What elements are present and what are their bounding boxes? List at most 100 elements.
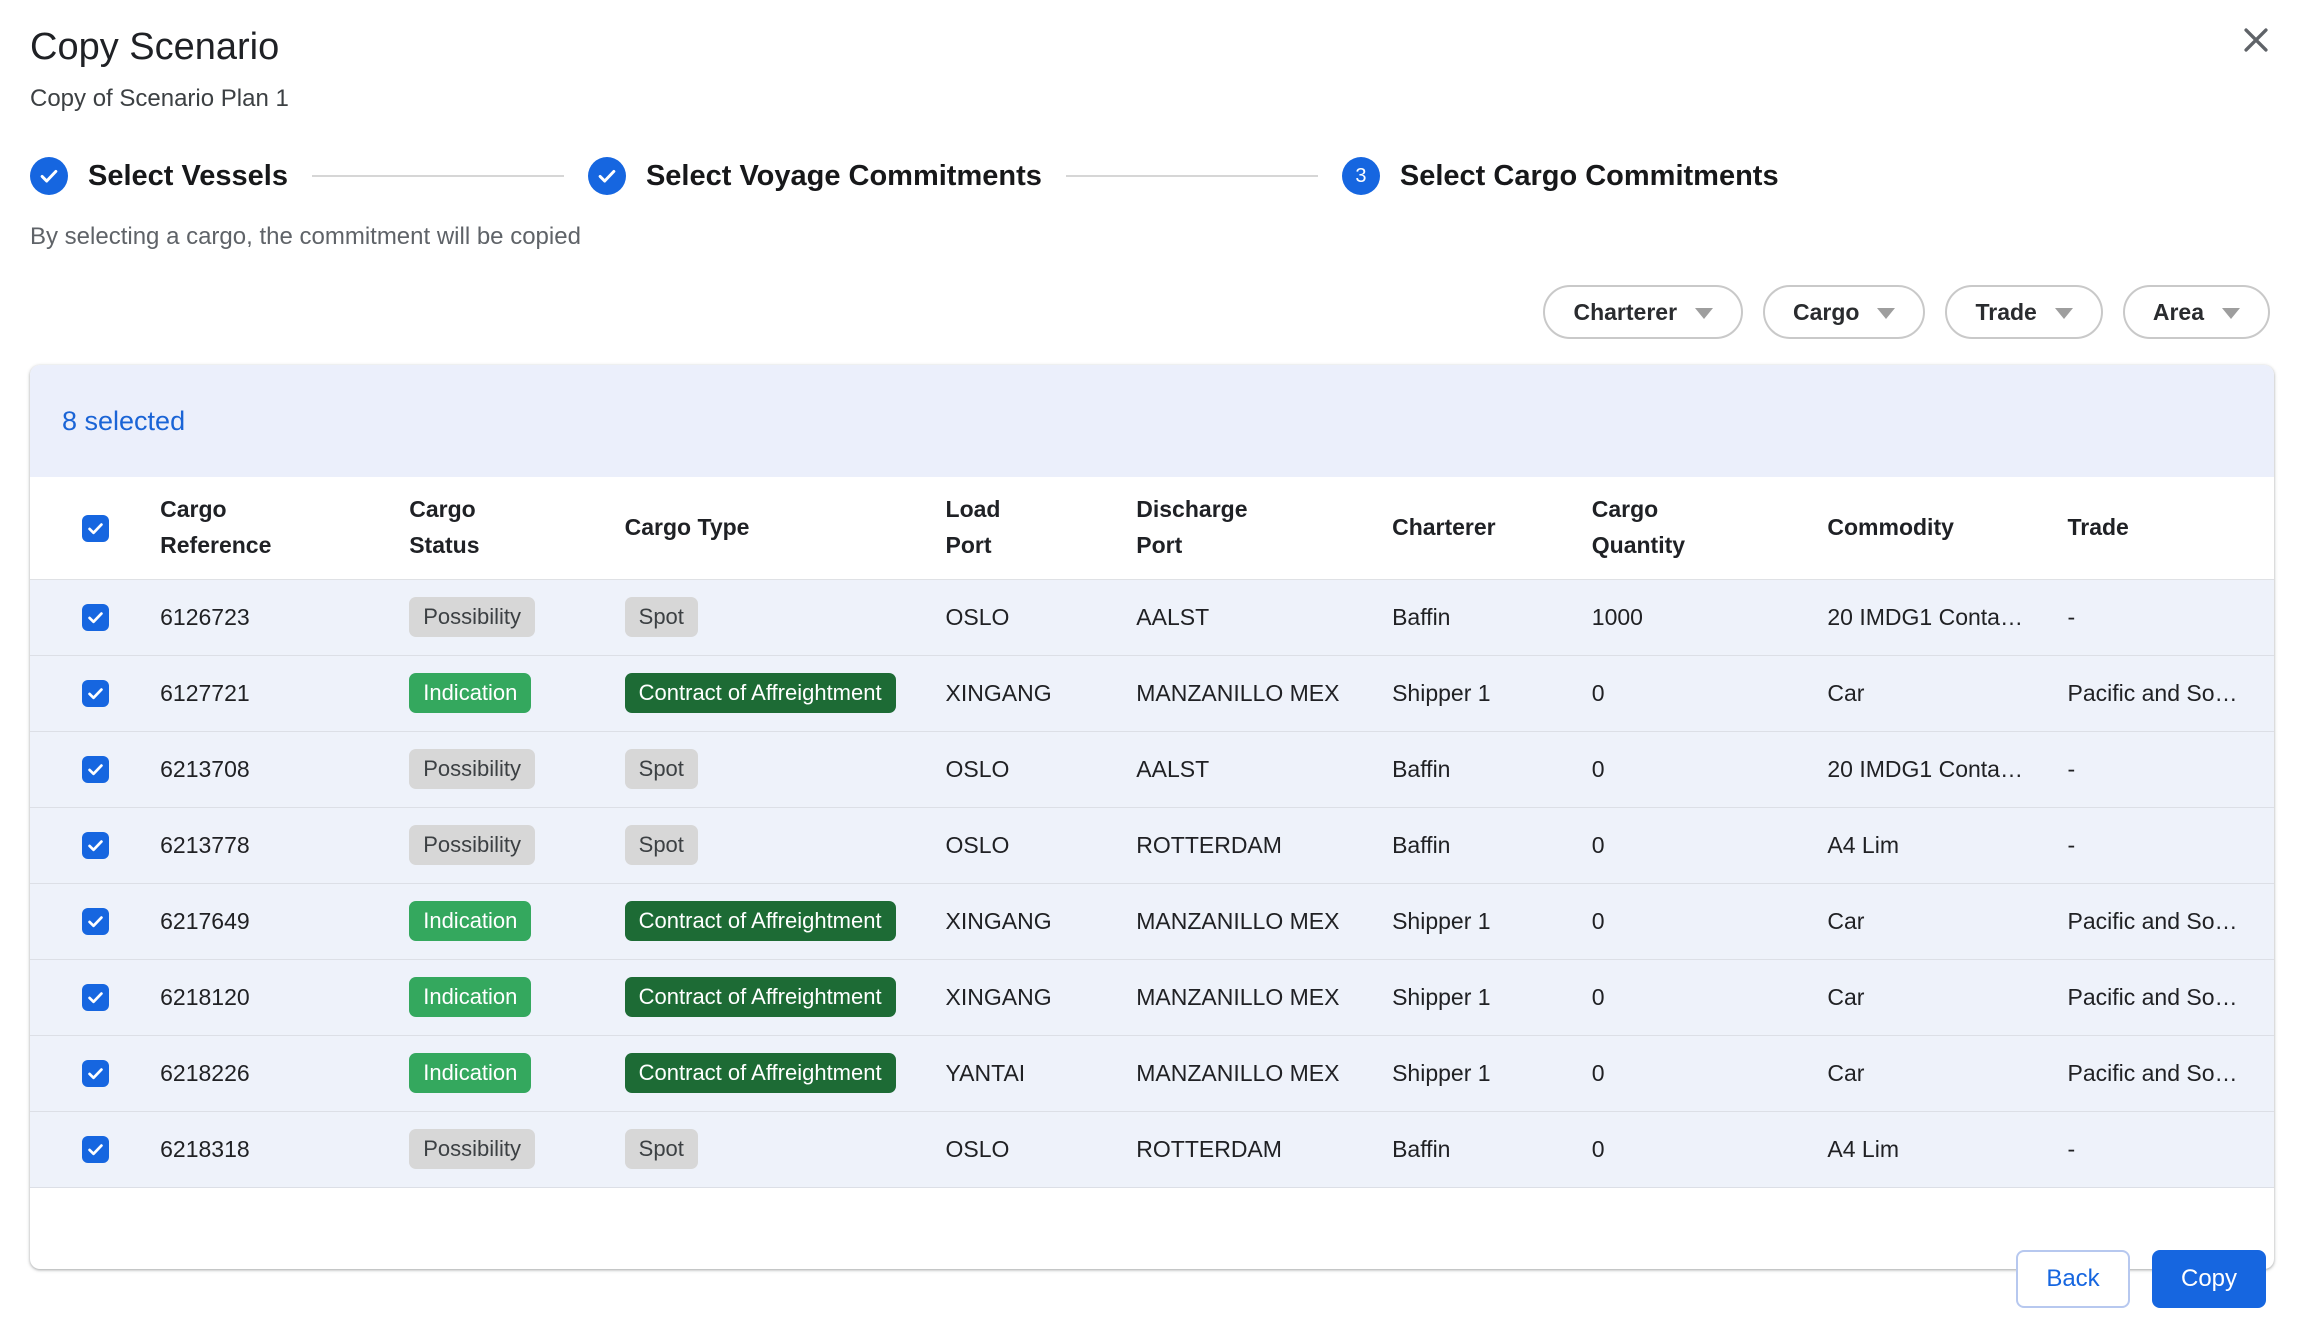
cell-commodity: 20 IMDG1 Conta… — [1827, 579, 2067, 655]
step-select-cargo-commitments[interactable]: 3 Select Cargo Commitments — [1342, 157, 1779, 195]
cell-charterer: Baffin — [1392, 579, 1592, 655]
cell-trade: Pacific and So… — [2067, 883, 2274, 959]
cell-trade: - — [2067, 731, 2274, 807]
row-checkbox-cell — [30, 655, 160, 731]
selected-count-label: 8 selected — [62, 406, 185, 437]
cell-discharge-port: MANZANILLO MEX — [1136, 1035, 1392, 1111]
column-header: Cargo Status — [409, 477, 624, 579]
cargo-commitments-table: Cargo ReferenceCargo StatusCargo TypeLoa… — [30, 477, 2274, 1188]
step-label: Select Vessels — [88, 160, 288, 193]
filter-cargo-dropdown[interactable]: Cargo — [1763, 285, 1925, 339]
table-header-row: Cargo ReferenceCargo StatusCargo TypeLoa… — [30, 477, 2274, 579]
copy-scenario-dialog: Copy Scenario Copy of Scenario Plan 1 Se… — [0, 0, 2304, 1332]
column-header: Load Port — [946, 477, 1137, 579]
row-checkbox-checked[interactable] — [82, 832, 109, 859]
close-button[interactable] — [2230, 14, 2282, 66]
cell-cargo-type: Spot — [625, 1111, 946, 1187]
row-checkbox-cell — [30, 579, 160, 655]
checkmark-icon — [86, 836, 105, 855]
cell-load-port: XINGANG — [946, 883, 1137, 959]
close-icon — [2239, 23, 2273, 57]
row-checkbox-checked[interactable] — [82, 1136, 109, 1163]
row-checkbox-cell — [30, 1111, 160, 1187]
cargo-status-badge: Indication — [409, 1053, 531, 1093]
cell-cargo-type: Spot — [625, 731, 946, 807]
checkmark-icon — [86, 1064, 105, 1083]
cell-charterer: Baffin — [1392, 731, 1592, 807]
cell-load-port: OSLO — [946, 579, 1137, 655]
chevron-down-icon — [2222, 308, 2240, 319]
step-select-voyage-commitments[interactable]: Select Voyage Commitments — [588, 157, 1042, 195]
row-checkbox-checked[interactable] — [82, 984, 109, 1011]
chevron-down-icon — [1695, 308, 1713, 319]
dialog-subtitle: Copy of Scenario Plan 1 — [30, 85, 2274, 113]
row-checkbox-cell — [30, 731, 160, 807]
cell-cargo-type: Contract of Affreightment — [625, 883, 946, 959]
cell-trade: Pacific and So… — [2067, 1035, 2274, 1111]
cell-charterer: Baffin — [1392, 1111, 1592, 1187]
cell-cargo-reference: 6217649 — [160, 883, 409, 959]
row-checkbox-checked[interactable] — [82, 1060, 109, 1087]
cargo-type-badge: Contract of Affreightment — [625, 901, 896, 941]
cell-cargo-quantity: 0 — [1592, 1111, 1828, 1187]
cell-load-port: OSLO — [946, 731, 1137, 807]
stepper-connector — [1066, 175, 1318, 177]
row-checkbox-checked[interactable] — [82, 908, 109, 935]
cell-cargo-status: Possibility — [409, 1111, 624, 1187]
cell-load-port: YANTAI — [946, 1035, 1137, 1111]
stepper: Select Vessels Select Voyage Commitments… — [0, 157, 2304, 195]
cell-cargo-quantity: 0 — [1592, 731, 1828, 807]
step-select-vessels[interactable]: Select Vessels — [30, 157, 288, 195]
cargo-type-badge: Spot — [625, 597, 698, 637]
cell-charterer: Shipper 1 — [1392, 655, 1592, 731]
column-header: Discharge Port — [1136, 477, 1392, 579]
cell-cargo-quantity: 1000 — [1592, 579, 1828, 655]
cell-cargo-type: Contract of Affreightment — [625, 1035, 946, 1111]
cell-cargo-status: Indication — [409, 883, 624, 959]
cell-cargo-status: Possibility — [409, 579, 624, 655]
row-checkbox-checked[interactable] — [82, 756, 109, 783]
filter-trade-dropdown[interactable]: Trade — [1945, 285, 2102, 339]
table-row[interactable]: 6213778 Possibility Spot OSLO ROTTERDAM … — [30, 807, 2274, 883]
cell-cargo-type: Contract of Affreightment — [625, 655, 946, 731]
cell-cargo-reference: 6213708 — [160, 731, 409, 807]
row-checkbox-cell — [30, 883, 160, 959]
checkmark-icon — [86, 519, 105, 538]
cell-load-port: OSLO — [946, 1111, 1137, 1187]
cargo-status-badge: Indication — [409, 673, 531, 713]
column-header: Cargo Quantity — [1592, 477, 1828, 579]
header-checkbox-cell — [30, 477, 160, 579]
cell-commodity: A4 Lim — [1827, 1111, 2067, 1187]
checkmark-icon — [86, 1140, 105, 1159]
cell-charterer: Shipper 1 — [1392, 883, 1592, 959]
stepper-connector — [312, 175, 564, 177]
checkmark-icon — [86, 608, 105, 627]
row-checkbox-checked[interactable] — [82, 604, 109, 631]
cargo-type-badge: Spot — [625, 749, 698, 789]
filter-charterer-dropdown[interactable]: Charterer — [1543, 285, 1743, 339]
cell-discharge-port: ROTTERDAM — [1136, 1111, 1392, 1187]
table-row[interactable]: 6213708 Possibility Spot OSLO AALST Baff… — [30, 731, 2274, 807]
table-row[interactable]: 6127721 Indication Contract of Affreight… — [30, 655, 2274, 731]
cell-charterer: Shipper 1 — [1392, 1035, 1592, 1111]
cell-trade: Pacific and So… — [2067, 959, 2274, 1035]
row-checkbox-cell — [30, 959, 160, 1035]
selection-hint-text: By selecting a cargo, the commitment wil… — [0, 223, 2304, 251]
column-header: Cargo Reference — [160, 477, 409, 579]
copy-button[interactable]: Copy — [2152, 1250, 2266, 1308]
cargo-status-badge: Possibility — [409, 597, 535, 637]
cell-cargo-status: Indication — [409, 1035, 624, 1111]
table-row[interactable]: 6217649 Indication Contract of Affreight… — [30, 883, 2274, 959]
cell-cargo-type: Spot — [625, 579, 946, 655]
cargo-status-badge: Possibility — [409, 749, 535, 789]
row-checkbox-checked[interactable] — [82, 680, 109, 707]
table-row[interactable]: 6218120 Indication Contract of Affreight… — [30, 959, 2274, 1035]
table-row[interactable]: 6218318 Possibility Spot OSLO ROTTERDAM … — [30, 1111, 2274, 1187]
cell-commodity: Car — [1827, 655, 2067, 731]
table-row[interactable]: 6126723 Possibility Spot OSLO AALST Baff… — [30, 579, 2274, 655]
back-button[interactable]: Back — [2016, 1250, 2130, 1308]
select-all-checkbox-checked[interactable] — [82, 515, 109, 542]
cell-cargo-status: Possibility — [409, 807, 624, 883]
filter-area-dropdown[interactable]: Area — [2123, 285, 2270, 339]
table-row[interactable]: 6218226 Indication Contract of Affreight… — [30, 1035, 2274, 1111]
